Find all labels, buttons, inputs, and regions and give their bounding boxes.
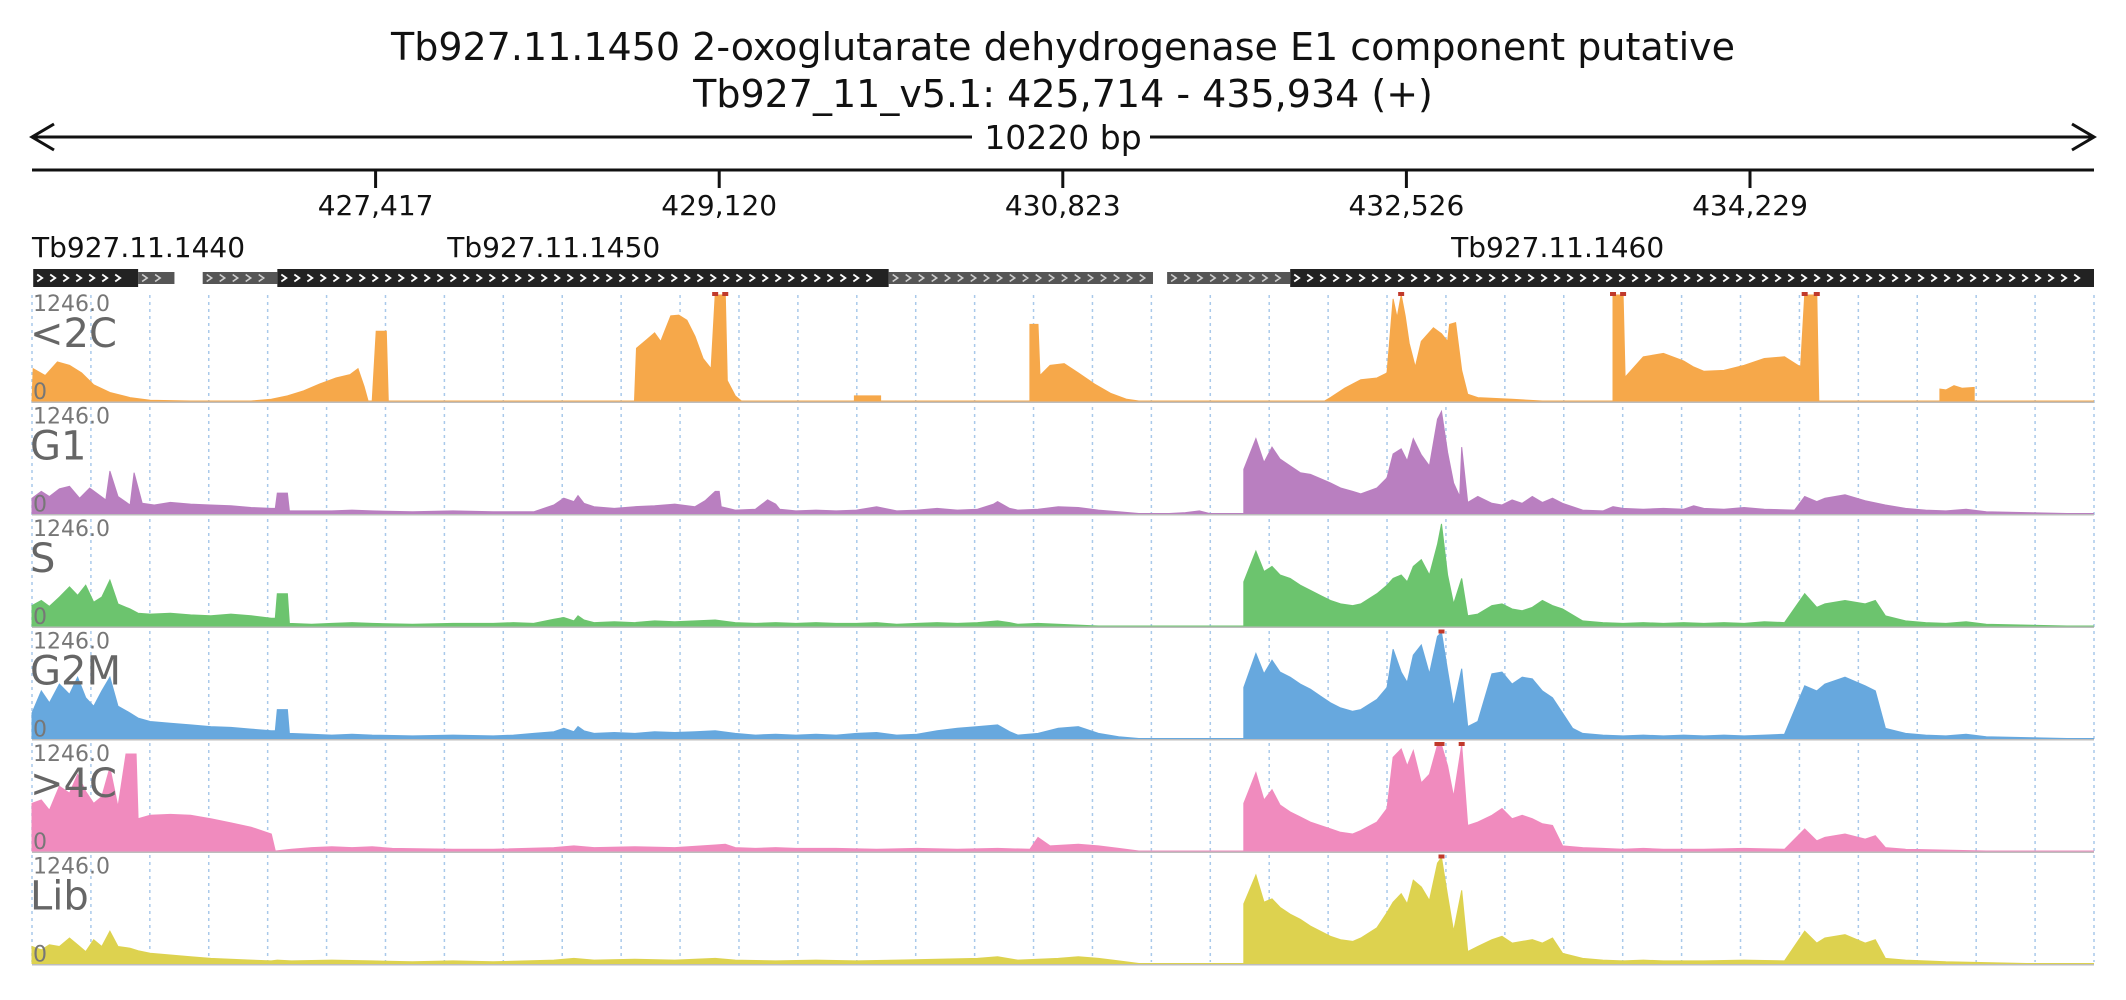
clip-marker — [722, 292, 729, 296]
strand-chevrons — [1293, 273, 2081, 283]
clip-marker — [712, 292, 719, 296]
track-name: <2C — [30, 311, 117, 357]
clip-marker — [1620, 292, 1627, 296]
ruler-tick-label: 429,120 — [661, 189, 777, 222]
track-name: S — [30, 536, 55, 582]
track-name: G1 — [30, 424, 86, 470]
coverage-area — [31, 744, 2094, 852]
strand-chevrons — [206, 273, 266, 283]
strand-chevrons — [1170, 273, 1282, 283]
ruler-tick-label: 434,229 — [1692, 189, 1808, 222]
ruler-ticks: 427,417 429,120 430,823 432,526 434,229 — [318, 170, 1808, 222]
scale-min-label: 0 — [33, 830, 47, 855]
strand-chevrons — [141, 273, 162, 283]
track-name: G2M — [30, 649, 121, 695]
scale-max-label: 1246.0 — [33, 742, 110, 767]
scale-min-label: 0 — [33, 493, 47, 518]
gene-track: Tb927.11.1440 Tb927.11.1450 Tb927.11.1460 — [31, 231, 2094, 287]
clip-marker — [1610, 292, 1617, 296]
track-name: >4C — [30, 761, 117, 807]
scale-max-label: 1246.0 — [33, 517, 110, 542]
gene-cds — [1290, 269, 2094, 287]
scale-max-label: 1246.0 — [33, 405, 110, 430]
coverage-area — [31, 631, 2094, 739]
coverage-area — [31, 523, 2094, 627]
gene-utr — [202, 272, 278, 284]
scale-min-label: 0 — [33, 943, 47, 968]
gene-cds — [277, 269, 889, 287]
scale-max-label: 1246.0 — [33, 855, 110, 880]
header: Tb927.11.1450 2-oxoglutarate dehydrogena… — [29, 25, 2097, 172]
scale-min-label: 0 — [33, 380, 47, 405]
gene-label: Tb927.11.1460 — [1450, 231, 1664, 264]
coverage-area — [31, 294, 2094, 402]
clip-marker — [1398, 292, 1405, 296]
arrow-right-icon — [2071, 122, 2097, 152]
gene-label: Tb927.11.1440 — [31, 231, 245, 264]
clip-marker — [1438, 629, 1445, 634]
scale-max-label: 1246.0 — [33, 630, 110, 655]
coverage-tracks: 1246.00<2C1246.00G11246.00S1246.00G2M124… — [30, 292, 2094, 968]
gene-cds — [33, 269, 139, 287]
gene-utr — [138, 272, 175, 284]
clip-marker — [1438, 854, 1445, 859]
clip-marker — [1434, 742, 1441, 746]
clip-marker — [1458, 742, 1465, 746]
ruler-tick-label: 427,417 — [318, 189, 434, 222]
scale-max-label: 1246.0 — [33, 292, 110, 317]
coverage-area — [31, 856, 2094, 964]
strand-chevrons — [36, 273, 122, 283]
clip-marker — [1813, 292, 1820, 296]
clip-marker — [1438, 742, 1445, 746]
span-length-label: 10220 bp — [984, 118, 1141, 157]
strand-chevrons — [280, 273, 873, 283]
gene-title: Tb927.11.1450 2-oxoglutarate dehydrogena… — [390, 25, 1735, 69]
scale-min-label: 0 — [33, 718, 47, 743]
clip-marker — [1801, 292, 1808, 296]
ruler-tick-label: 430,823 — [1005, 189, 1121, 222]
region-coordinates: Tb927_11_v5.1: 425,714 - 435,934 (+) — [692, 72, 1433, 116]
gene-label: Tb927.11.1450 — [446, 231, 660, 264]
arrow-left-icon — [29, 122, 55, 152]
track-name: Lib — [30, 874, 89, 920]
ruler-tick-label: 432,526 — [1348, 189, 1464, 222]
strand-chevrons — [892, 273, 1147, 283]
coverage-area — [31, 409, 2094, 514]
span-arrow: 10220 bp — [29, 118, 2097, 157]
gene-utr — [888, 272, 1153, 284]
scale-min-label: 0 — [33, 605, 47, 630]
